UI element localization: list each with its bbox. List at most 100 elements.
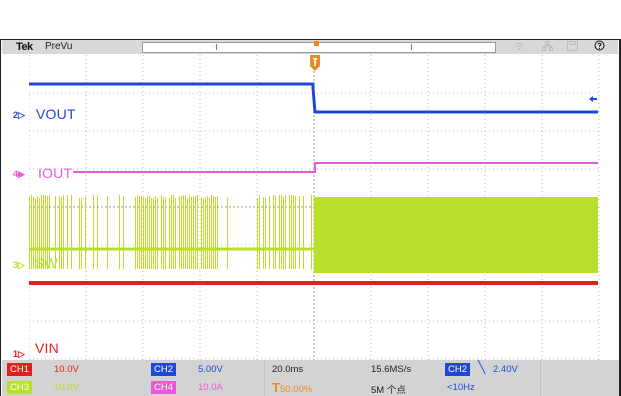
- sw-switching-pulse: [145, 198, 146, 269]
- sw-switching-pulse: [29, 197, 30, 269]
- ch2-badge[interactable]: CH2: [151, 363, 177, 376]
- ch1-label: VIN: [35, 340, 59, 356]
- top-toolbar: Tek PreVu: [2, 40, 618, 54]
- sw-switching-pulse: [179, 196, 180, 269]
- sw-switching-pulse: [289, 195, 290, 269]
- sw-switching-pulse: [107, 196, 108, 269]
- ch4-scale[interactable]: 10.0A: [198, 382, 223, 393]
- sw-switching-pulse: [171, 195, 172, 269]
- sw-switching-pulse: [153, 198, 154, 269]
- sw-switching-pulse: [211, 195, 212, 269]
- sw-switching-pulse: [141, 196, 142, 269]
- sw-switching-pulse: [63, 195, 64, 269]
- sw-switching-pulse: [193, 196, 194, 269]
- help-icon[interactable]: [594, 40, 605, 54]
- sw-switching-pulse: [85, 197, 86, 269]
- record-view-window[interactable]: [216, 44, 412, 50]
- sw-switching-pulse: [279, 195, 280, 269]
- sw-switching-pulse: [283, 197, 284, 269]
- ch3-label: SW: [35, 255, 58, 271]
- sw-switching-pulse: [187, 198, 188, 269]
- sw-switching-pulse: [181, 196, 182, 269]
- sw-switching-pulse: [81, 198, 82, 269]
- ch1-badge[interactable]: CH1: [7, 363, 33, 376]
- sw-switching-pulse: [265, 198, 266, 269]
- ch4-ground-marker[interactable]: 4▶: [13, 169, 25, 179]
- brand-logo: Tek: [16, 41, 33, 53]
- sw-switching-pulse: [291, 195, 292, 269]
- sw-switching-pulse: [273, 195, 274, 269]
- sw-switching-pulse: [285, 195, 286, 269]
- sw-switching-pulse: [169, 198, 170, 269]
- sample-rate-value[interactable]: 15.6MS/s: [371, 364, 412, 375]
- sw-switching-pulse: [147, 196, 148, 269]
- trigger-position-readout[interactable]: T50.00%: [272, 380, 312, 395]
- sw-switching-pulse: [227, 198, 228, 269]
- waveform-display[interactable]: [29, 55, 600, 360]
- sw-switching-pulse: [257, 198, 258, 269]
- sw-switching-pulse: [31, 195, 32, 269]
- ch1-ground-marker[interactable]: 1▷: [13, 349, 25, 359]
- sw-switching-pulse: [37, 196, 38, 269]
- status-bar: CH1 10.0V CH3 10.0V CH2 5.00V CH4 10.0A …: [2, 360, 619, 396]
- sw-switching-pulse: [71, 195, 72, 269]
- window-top-frame: [0, 0, 621, 40]
- sw-switching-pulse: [173, 195, 174, 269]
- sw-switching-pulse: [93, 195, 94, 269]
- trigger-marker-icon[interactable]: [308, 55, 322, 73]
- trigger-source-badge[interactable]: CH2: [445, 363, 471, 376]
- sw-switching-pulse: [275, 196, 276, 269]
- sw-switching-pulse: [209, 198, 210, 269]
- sw-switching-pulse: [197, 195, 198, 269]
- timebase-value[interactable]: 20.0ms: [272, 364, 304, 375]
- save-icon[interactable]: [567, 41, 578, 54]
- sw-switching-pulse: [39, 198, 40, 269]
- sw-switching-pulse: [165, 197, 166, 269]
- sw-switching-pulse: [311, 195, 312, 269]
- ch2-label: VOUT: [36, 106, 76, 122]
- sw-switching-pulse: [139, 196, 140, 269]
- wifi-icon[interactable]: [514, 41, 525, 54]
- ch3-ground-marker[interactable]: 3▷: [13, 260, 25, 270]
- sw-switching-pulse: [195, 196, 196, 269]
- trigger-level-arrow: [589, 96, 597, 102]
- sw-switching-pulse: [281, 195, 282, 269]
- sw-switching-pulse: [43, 195, 44, 269]
- sw-switching-pulse: [215, 197, 216, 269]
- sw-switching-pulse: [79, 198, 80, 269]
- sw-switching-pulse: [151, 198, 152, 269]
- sw-switching-pulse: [45, 195, 46, 269]
- sw-switching-pulse: [161, 195, 162, 269]
- rising-edge-icon: ╲: [478, 360, 486, 374]
- sw-switching-pulse: [293, 195, 294, 269]
- network-icon[interactable]: [542, 41, 553, 54]
- sw-switching-pulse: [185, 195, 186, 269]
- ch3-badge[interactable]: CH3: [7, 381, 33, 394]
- record-overview-bar[interactable]: [142, 41, 496, 53]
- sw-switching-pulse: [295, 196, 296, 269]
- sw-switching-pulse: [47, 196, 48, 269]
- sw-switching-pulse: [299, 196, 300, 269]
- sw-switching-pulse: [143, 197, 144, 269]
- ch2-ground-marker[interactable]: 2▷: [13, 110, 25, 120]
- sw-switching-pulse: [149, 196, 150, 269]
- sw-switching-pulse: [163, 197, 164, 269]
- ch1-scale[interactable]: 10.0V: [54, 364, 79, 375]
- trigger-level-value[interactable]: 2.40V: [493, 364, 518, 375]
- ch3-scale[interactable]: 10.0V: [54, 382, 79, 393]
- sw-switching-pulse: [269, 196, 270, 269]
- record-length-value[interactable]: 5M 个点: [371, 385, 406, 396]
- sw-switching-pulse: [157, 198, 158, 269]
- ch4-label: IOUT: [38, 165, 73, 181]
- sw-switching-pulse: [35, 198, 36, 269]
- sw-switching-pulse: [213, 196, 214, 269]
- sw-switching-pulse: [175, 198, 176, 269]
- sw-switching-pulse: [191, 197, 192, 269]
- ch4-badge[interactable]: CH4: [151, 381, 177, 394]
- sw-switching-pulse: [303, 196, 304, 269]
- status-divider: [264, 360, 265, 396]
- sw-switching-pulse: [49, 195, 50, 269]
- sw-switching-pulse: [135, 197, 136, 269]
- ch2-scale[interactable]: 5.00V: [198, 364, 223, 375]
- trigger-frequency-value[interactable]: <10Hz: [447, 382, 475, 393]
